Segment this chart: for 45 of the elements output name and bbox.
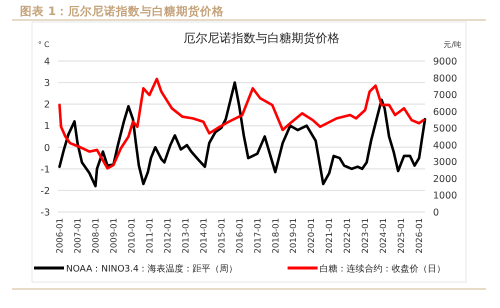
x-tick-label: 2015-01	[217, 218, 228, 254]
y2-tick-label: 0	[433, 208, 440, 218]
x-tick-label: 2026-01	[415, 218, 426, 254]
x-tick-label: 2016-01	[235, 218, 246, 254]
x-tick-label: 2025-01	[397, 218, 408, 254]
x-tick-label: 2011-01	[145, 218, 156, 254]
y2-tick-label: 8000	[433, 73, 458, 84]
y2-tick-label: 6000	[433, 106, 458, 118]
y-tick-label: 3	[44, 78, 50, 90]
y-tick-label: 2	[44, 100, 50, 111]
x-tick-label: 2020-01	[307, 218, 318, 254]
y2-tick-label: 1000	[433, 190, 458, 202]
y-tick-label: 0	[44, 142, 50, 154]
y2-tick-label: 7000	[433, 90, 458, 102]
x-tick-label: 2024-01	[379, 218, 390, 254]
x-tick-label: 2013-01	[181, 218, 192, 254]
y-tick-label: 1	[44, 121, 50, 132]
y2-tick-label: 3000	[433, 157, 458, 168]
text: 图表 1：厄尔尼诺指数与白糖期货价格	[20, 4, 226, 18]
x-tick-label: 2008-01	[91, 218, 102, 254]
line-series	[58, 78, 425, 170]
line-series	[58, 81, 426, 188]
x-tick-label: 2018-01	[271, 218, 282, 254]
legend-label: NOAA：NINO3.4：海表温度：距平（周）	[66, 264, 238, 274]
x-tick-label: 2012-01	[163, 218, 174, 254]
x-tick-label: 2021-01	[325, 218, 336, 254]
x-tick-label: 2007-01	[73, 218, 84, 254]
x-tick-label: 2022-01	[343, 218, 354, 254]
x-tick-label: 2009-01	[109, 218, 120, 254]
y2-tick-label: 2000	[433, 174, 458, 185]
x-tick-label: 2010-01	[127, 218, 138, 254]
y2-tick-label: 5000	[433, 124, 458, 135]
x-tick-label: 2019-01	[289, 218, 300, 254]
y-tick-label: 4	[44, 56, 50, 68]
x-tick-label: 2023-01	[361, 218, 372, 254]
x-tick-label: 2017-01	[253, 218, 264, 254]
y2-tick-label: 4000	[433, 140, 458, 152]
legend-label: 白糖：连续合约：收盘价（日）	[320, 264, 446, 274]
y2-tick-label: 9000	[433, 56, 458, 68]
y-tick-label: -2	[40, 186, 50, 197]
y-tick-label: -3	[40, 208, 50, 218]
x-tick-label: 2014-01	[199, 218, 210, 254]
x-tick-label: 2006-01	[56, 218, 66, 254]
y-tick-label: -1	[40, 164, 50, 176]
chart-title: 厄尔尼诺指数与白糖期货价格	[184, 31, 340, 45]
